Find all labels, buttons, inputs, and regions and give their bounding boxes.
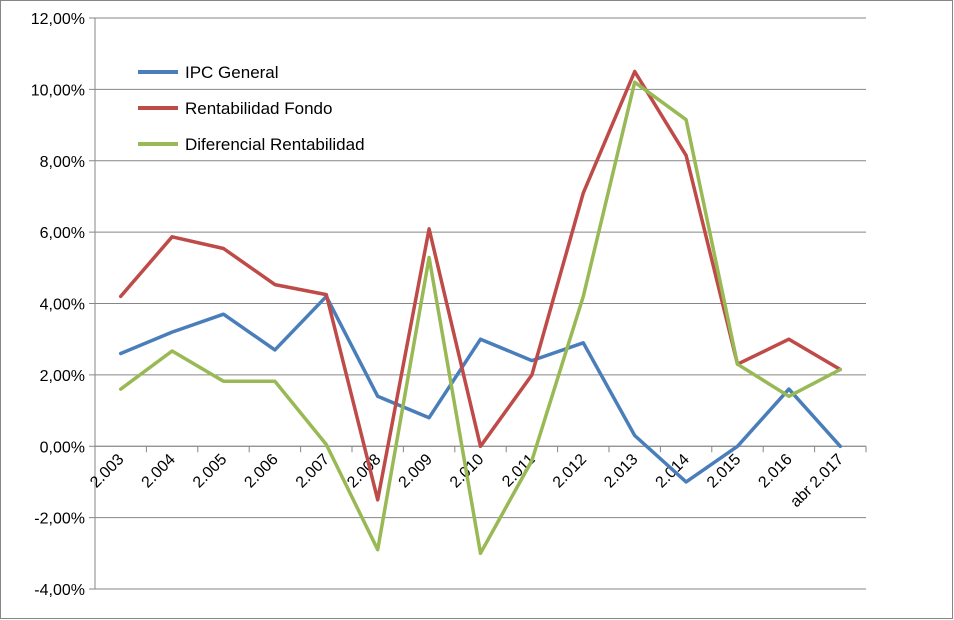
y-tick-label: -4,00% (34, 582, 85, 599)
y-tick-label: 12,00% (31, 11, 85, 28)
series-lines (118, 69, 843, 556)
legend-label: Rentabilidad Fondo (185, 99, 332, 118)
y-tick-label: 6,00% (40, 225, 85, 242)
series-line-2 (118, 69, 843, 502)
legend: IPC General Rentabilidad Fondo Diferencial… (138, 63, 365, 154)
y-tick-label: -2,00% (34, 511, 85, 528)
y-axis: 12,00% 10,00% 8,00% 6,00% 4,00% 2,00% 0,00% -2,… (31, 11, 96, 599)
y-tick-label: 0,00% (40, 439, 85, 456)
y-tick-label: 2,00% (40, 368, 85, 385)
legend-label: Diferencial Rentabilidad (185, 135, 365, 154)
series-line-3 (118, 80, 843, 556)
y-tick-label: 10,00% (31, 82, 85, 99)
y-tick-label: 8,00% (40, 154, 85, 171)
y-tick-label: 4,00% (40, 297, 85, 314)
series-line-1 (118, 294, 843, 484)
legend-label: IPC General (185, 63, 279, 82)
